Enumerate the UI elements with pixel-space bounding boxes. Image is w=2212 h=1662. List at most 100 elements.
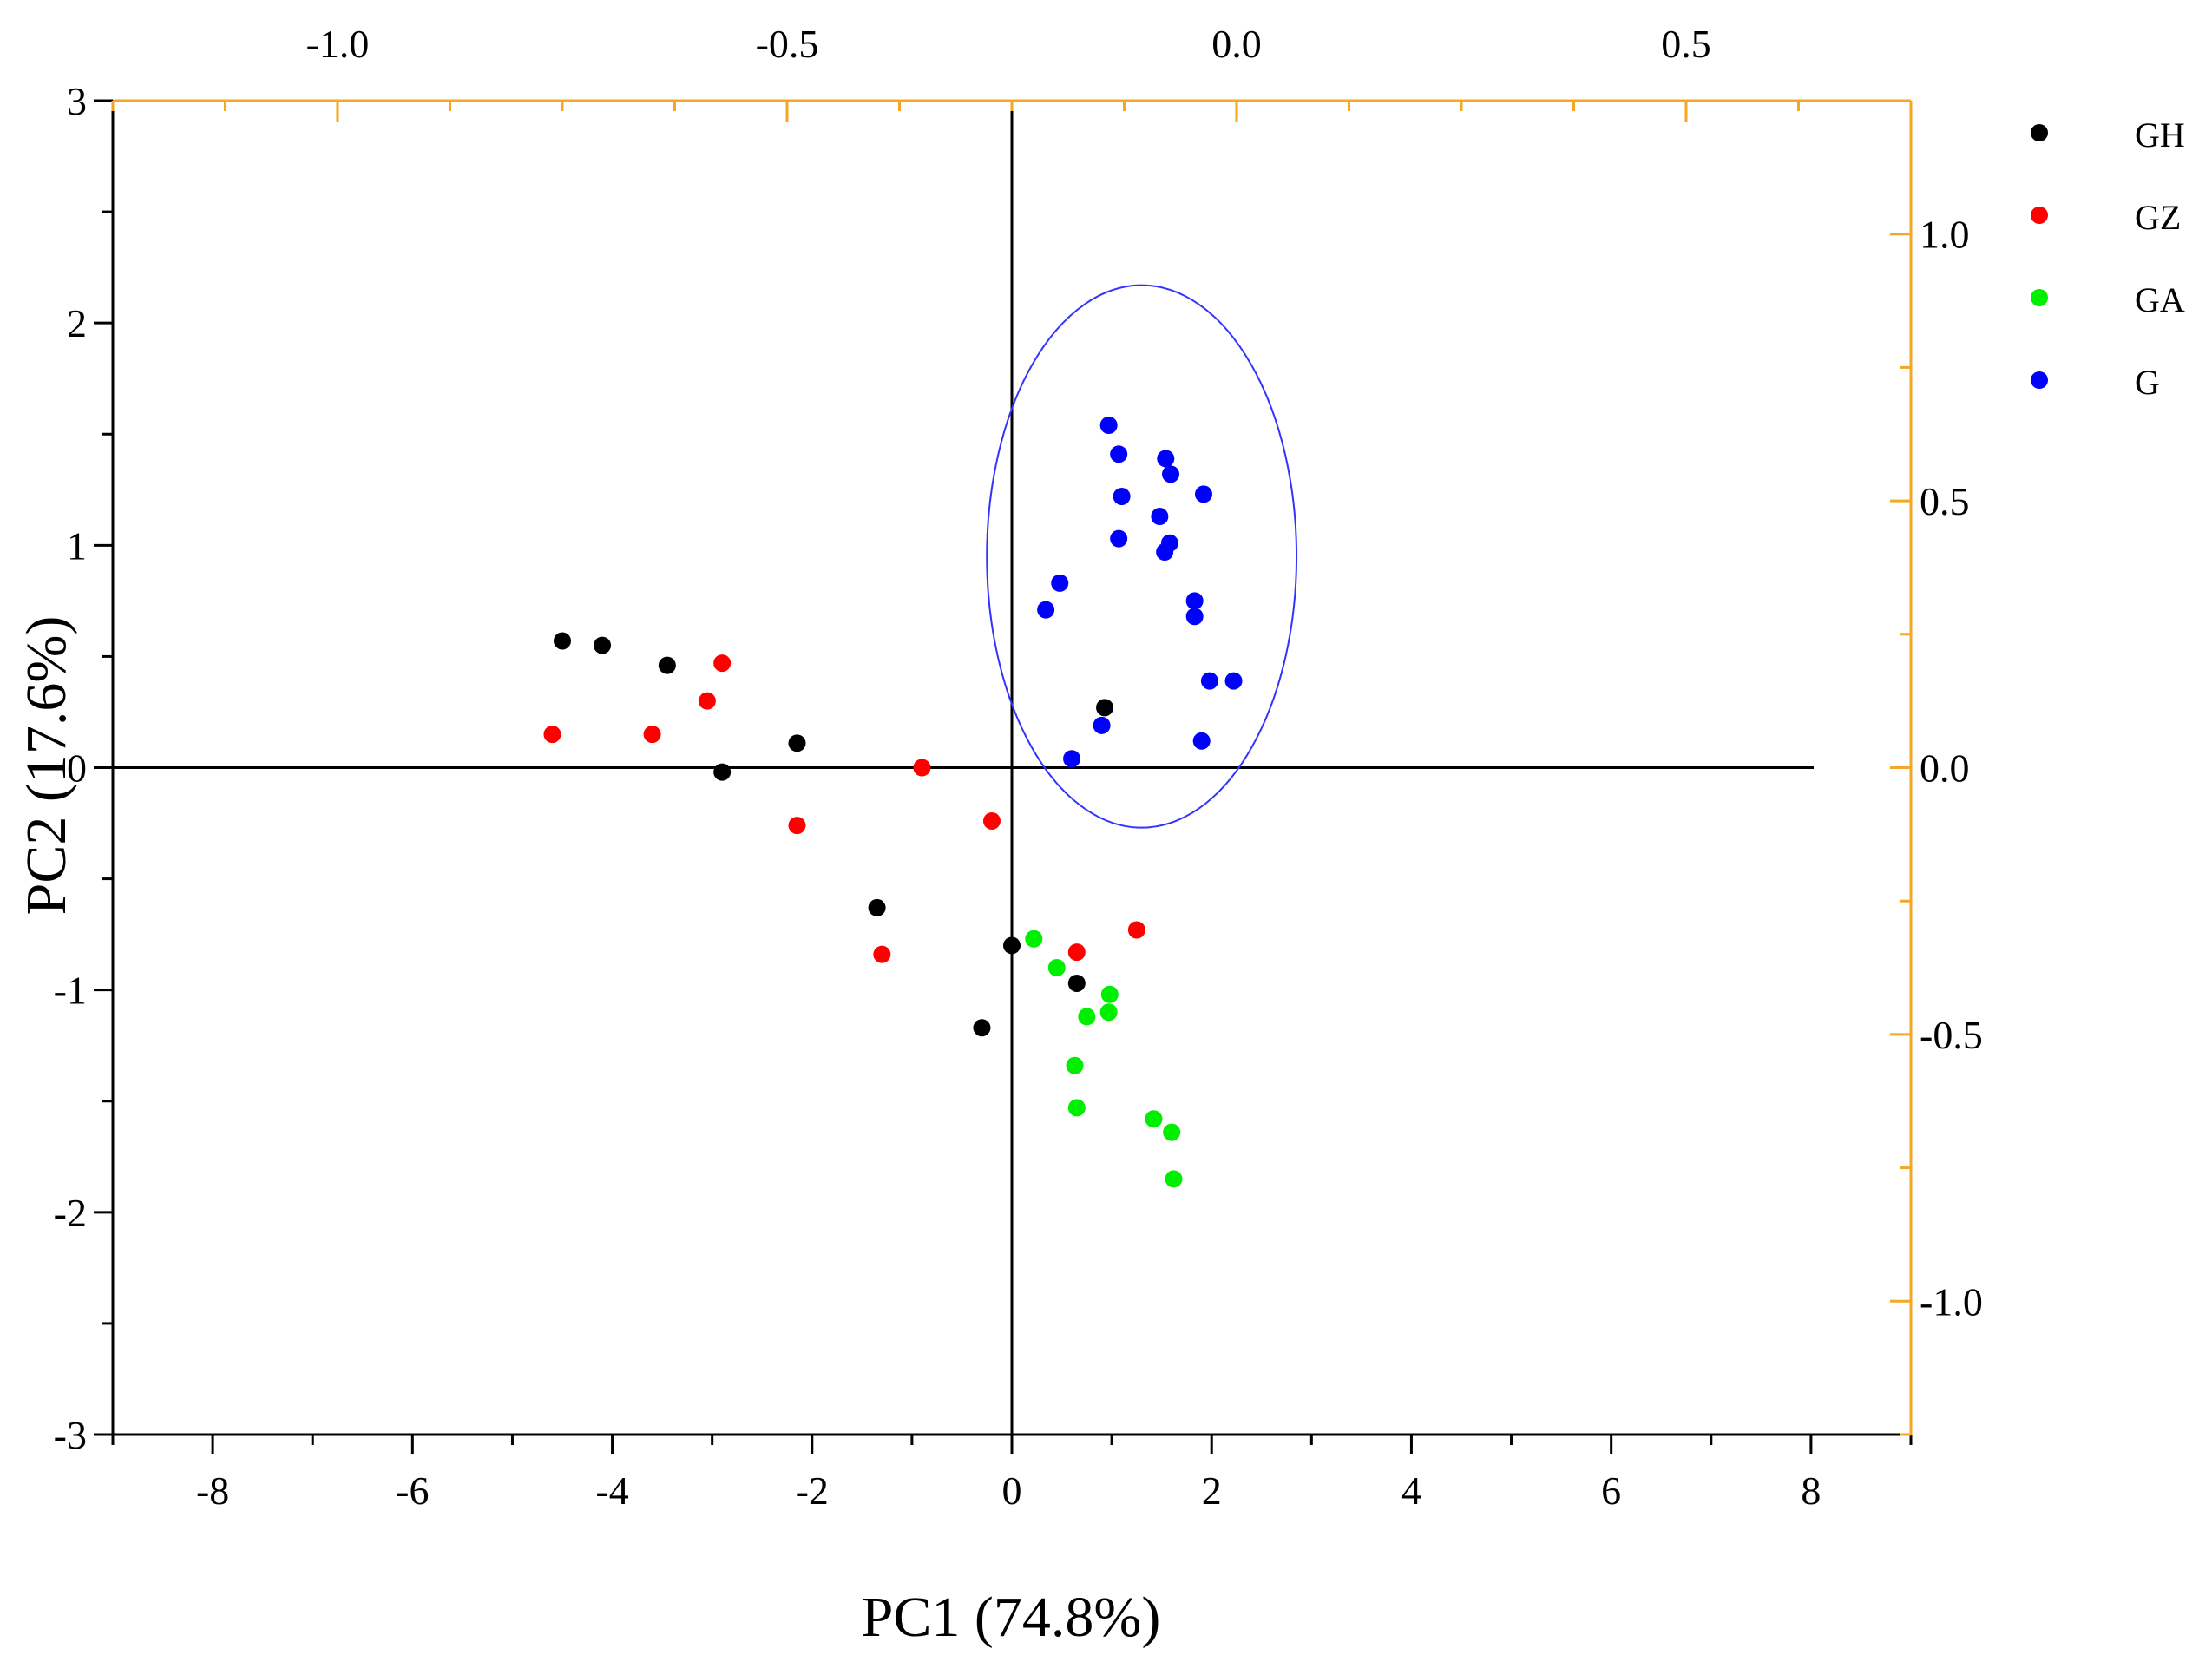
legend-item-gz: GZ [2031, 198, 2181, 237]
point-g [1162, 465, 1180, 483]
point-ga [1099, 1003, 1118, 1022]
point-gh [788, 734, 806, 752]
point-ga [1163, 1123, 1181, 1141]
x-tick-label: 6 [1601, 1468, 1621, 1513]
point-g [1224, 672, 1243, 690]
right-tick-label: -1.0 [1920, 1279, 1983, 1324]
ellipse-outline [986, 284, 1298, 829]
x-tick-label: 2 [1202, 1468, 1222, 1513]
series-g [1037, 417, 1243, 768]
x-tick-label: 4 [1401, 1468, 1421, 1513]
point-gz [1067, 943, 1086, 962]
point-g [1099, 417, 1118, 435]
y-tick-label: -2 [54, 1191, 87, 1235]
point-g [1110, 445, 1128, 463]
point-gh [554, 632, 571, 650]
point-ga [1047, 959, 1066, 977]
legend-item-g: G [2031, 363, 2160, 402]
legend-item-ga: GA [2031, 280, 2185, 319]
point-g [1110, 529, 1128, 548]
point-g [1093, 716, 1111, 734]
right-tick-label: 1.0 [1920, 213, 1970, 257]
point-gz [982, 811, 1001, 830]
point-g [1113, 487, 1131, 505]
right-tick-label: 0.5 [1920, 479, 1970, 523]
legend-label: GA [2135, 280, 2185, 319]
x-tick-label: -6 [396, 1468, 429, 1513]
legend-label: GH [2135, 115, 2185, 154]
y-tick-label: 2 [67, 301, 87, 345]
point-gz [1127, 921, 1145, 939]
point-gz [713, 654, 732, 673]
point-gh [594, 636, 612, 654]
point-gz [873, 945, 891, 963]
point-ga [1100, 985, 1119, 1003]
legend-marker [2031, 124, 2048, 141]
legend-label: G [2135, 363, 2160, 402]
point-gh [1067, 974, 1086, 992]
point-g [1051, 574, 1069, 592]
origin-reference-lines [113, 101, 1814, 1435]
right-tick-label: 0.0 [1920, 746, 1970, 791]
point-g [1151, 508, 1169, 526]
point-g [1200, 672, 1218, 690]
top-loading-axis: -1.0 -0.5 0.0 0.5 [111, 22, 1913, 122]
legend-marker [2031, 207, 2048, 224]
legend-marker [2031, 371, 2048, 389]
confidence-ellipse [986, 284, 1298, 829]
point-g [1063, 750, 1081, 768]
point-gh [1003, 936, 1021, 955]
point-gh [868, 898, 886, 916]
y-axis-title: PC2 (17.6%) [15, 616, 78, 916]
right-loading-axis: -1.0 -0.5 0.0 0.5 1.0 [1890, 99, 1983, 1436]
point-ga [1165, 1170, 1183, 1188]
x-tick-label: -4 [595, 1468, 628, 1513]
point-ga [1067, 1099, 1086, 1117]
point-g [1195, 485, 1213, 503]
point-ga [1066, 1056, 1084, 1074]
y-tick-label: 1 [67, 523, 87, 568]
point-g [1192, 732, 1211, 750]
point-gh [713, 763, 732, 781]
top-tick-label: 0.5 [1661, 22, 1711, 66]
point-gh [973, 1019, 991, 1037]
point-g [1156, 543, 1174, 562]
x-tick-label: 8 [1801, 1468, 1821, 1513]
right-tick-label: -0.5 [1920, 1013, 1983, 1057]
top-tick-label: -1.0 [306, 22, 370, 66]
data-points [543, 417, 1243, 1188]
point-ga [1078, 1008, 1096, 1026]
legend-item-gh: GH [2031, 115, 2185, 154]
point-gz [788, 817, 806, 835]
point-g [1157, 450, 1175, 468]
series-gh [554, 632, 1114, 1037]
point-gz [698, 692, 716, 710]
top-tick-label: -0.5 [756, 22, 819, 66]
point-ga [1145, 1110, 1163, 1128]
x-tick-label: 0 [1002, 1468, 1022, 1513]
legend: GH GZ GA G [2031, 115, 2185, 402]
point-g [1185, 592, 1204, 610]
legend-marker [2031, 289, 2048, 306]
top-tick-label: 0.0 [1211, 22, 1262, 66]
point-gz [643, 726, 661, 744]
series-ga [1025, 930, 1183, 1188]
point-g [1037, 601, 1055, 619]
point-gz [913, 759, 931, 777]
point-ga [1025, 930, 1043, 948]
point-gh [658, 656, 676, 674]
x-tick-label: -8 [196, 1468, 229, 1513]
x-axis-title: PC1 (74.8%) [862, 1586, 1161, 1649]
legend-label: GZ [2135, 198, 2181, 237]
x-tick-label: -2 [796, 1468, 829, 1513]
y-tick-label: -1 [54, 969, 87, 1013]
point-gh [1096, 699, 1114, 717]
y-tick-label: -3 [54, 1413, 87, 1457]
series-gz [543, 654, 1145, 963]
y-tick-label: 3 [67, 79, 87, 123]
y-tick-label: 0 [67, 746, 87, 791]
left-y-axis: -3 -2 -1 0 1 2 3 [54, 79, 113, 1457]
bottom-x-axis: -8 -6 -4 -2 0 2 4 6 8 [111, 1435, 1913, 1513]
point-g [1185, 608, 1204, 626]
